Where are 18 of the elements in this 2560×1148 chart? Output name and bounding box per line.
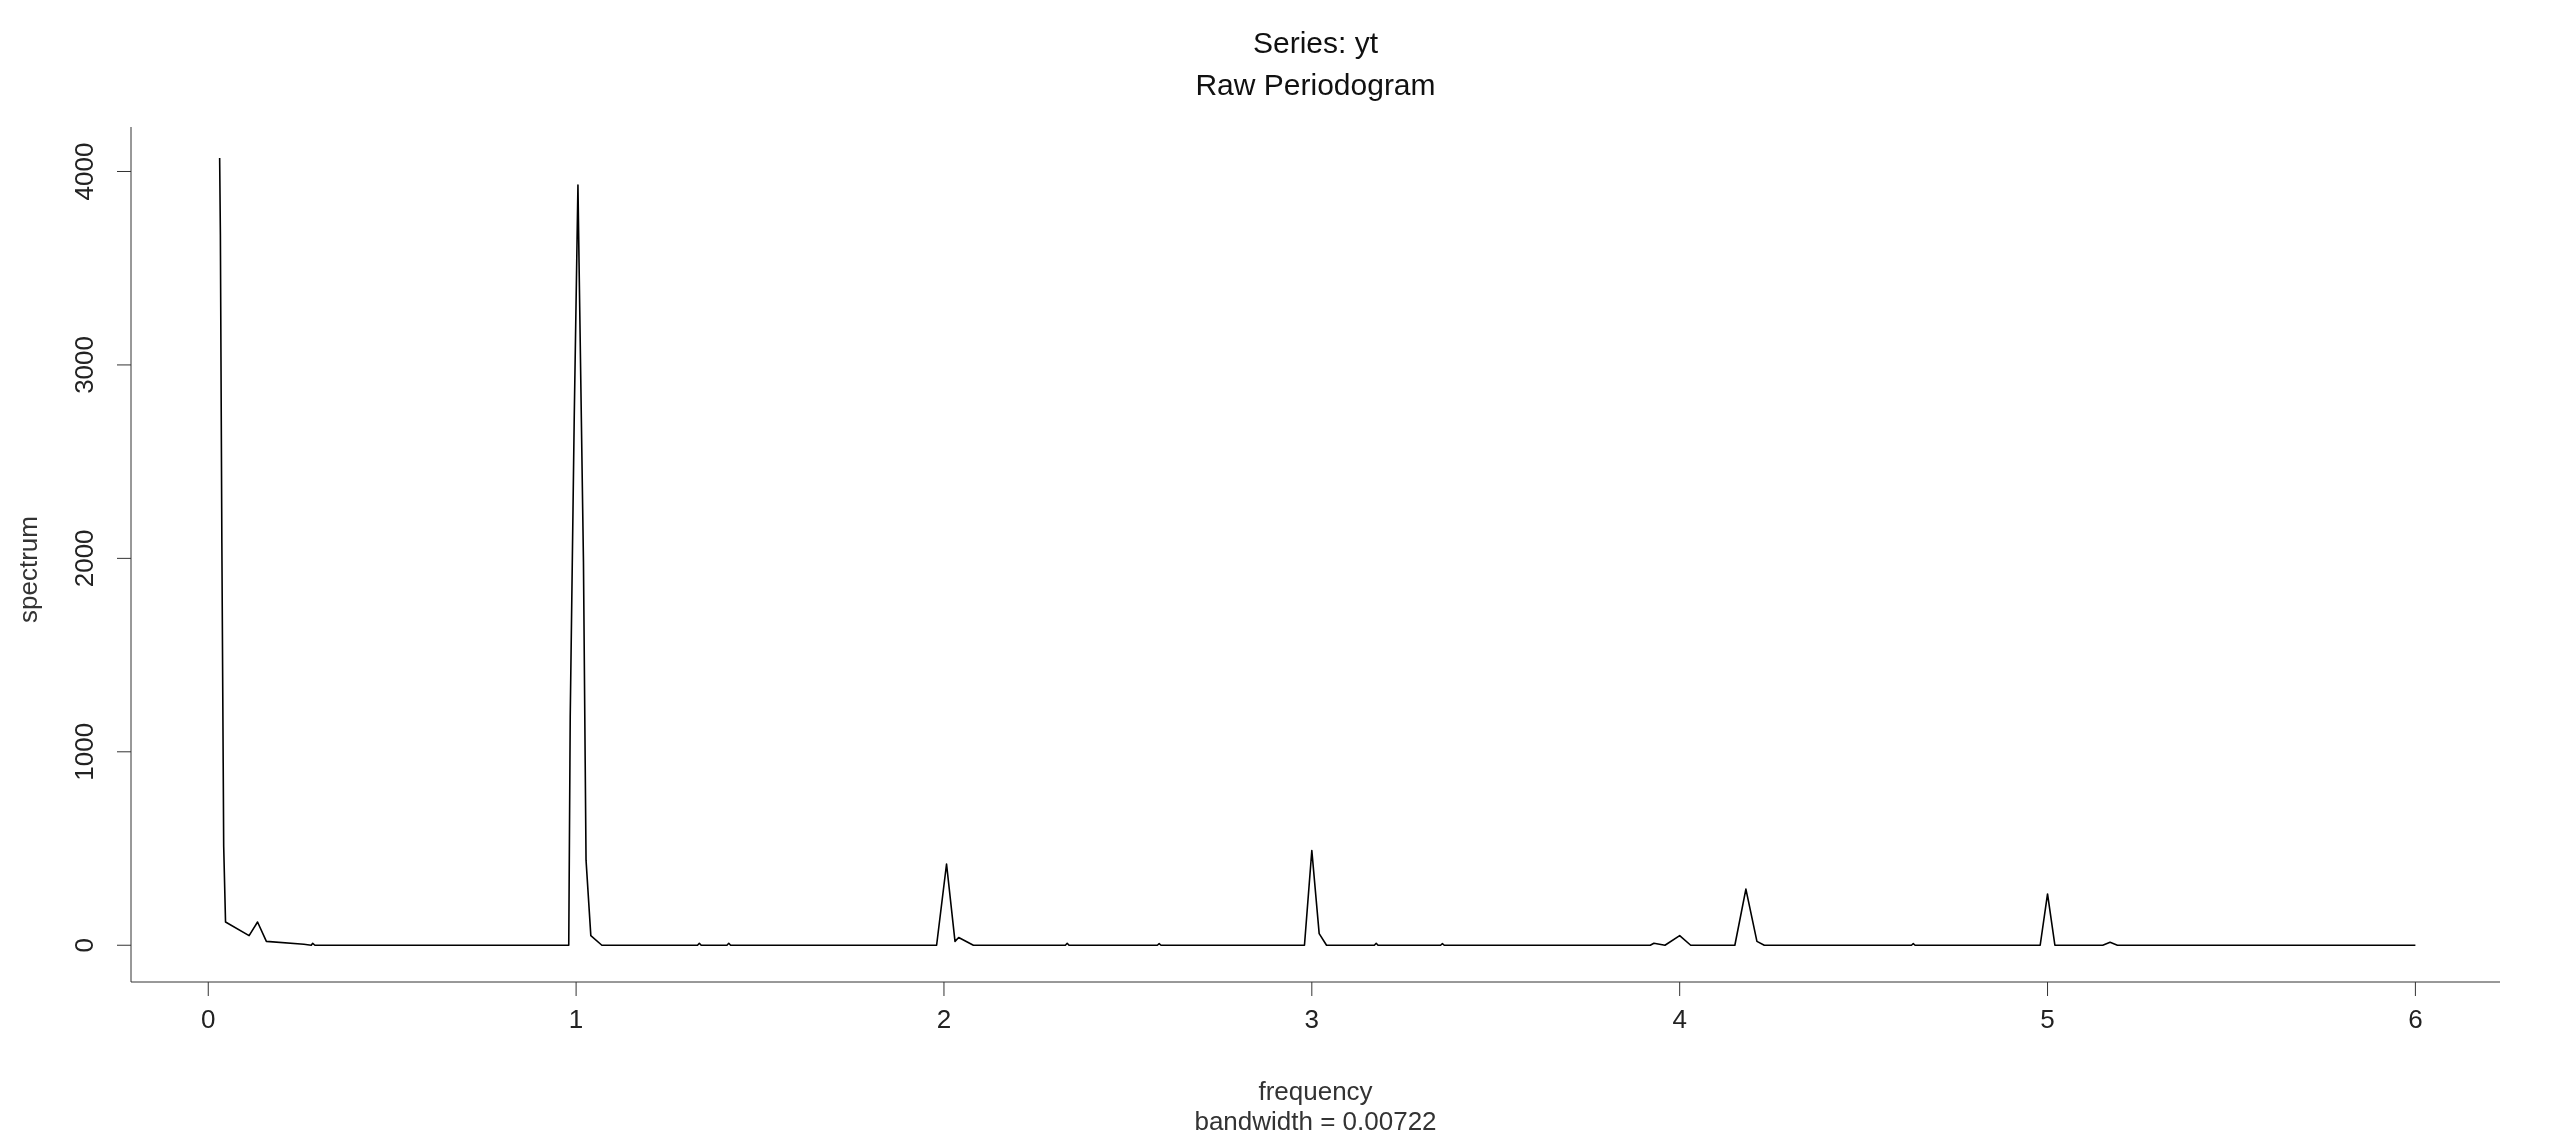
x-tick-label: 0 [201,1004,216,1035]
x-tick-label: 4 [1672,1004,1687,1035]
x-tick-label: 6 [2408,1004,2423,1035]
y-tick-label: 1000 [69,722,99,781]
y-tick-label: 0 [69,938,99,953]
x-tick-label: 5 [2040,1004,2055,1035]
text: bandwidth = 0.00722 [1193,1106,1438,1137]
x-tick-label: 2 [936,1004,952,1035]
line-series [218,157,2417,947]
y-axis-title: spectrum [12,515,44,625]
y-tick-label: 2000 [69,529,99,588]
y-tick-label: 4000 [69,142,99,201]
y-tick-label: 3000 [69,336,99,394]
chart-title: Series: yt [1251,26,1379,60]
chart-subtitle: Raw Periodogram [1194,68,1437,102]
x-tick-label: 3 [1304,1004,1320,1035]
x-axis-title: frequency [1257,1076,1374,1107]
x-tick-label: 1 [568,1004,584,1035]
